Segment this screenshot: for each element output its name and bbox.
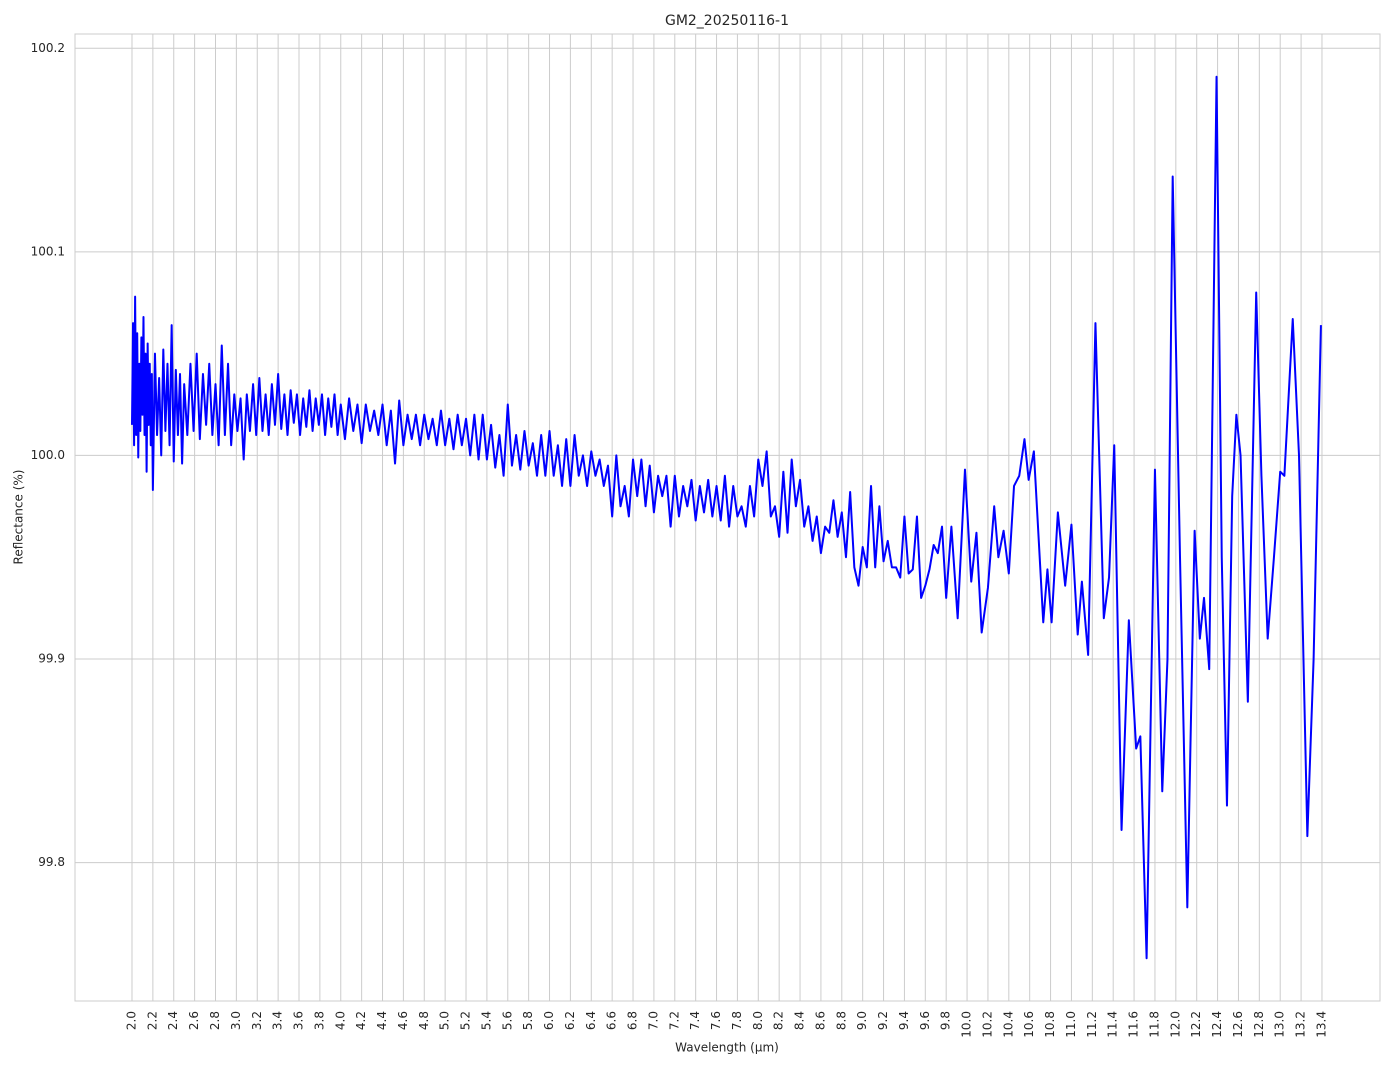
x-tick-label: 12.0 bbox=[1168, 1011, 1182, 1038]
x-tick-label: 2.4 bbox=[166, 1011, 180, 1030]
x-tick-label: 7.4 bbox=[688, 1011, 702, 1030]
x-tick-label: 9.8 bbox=[939, 1011, 953, 1030]
x-tick-label: 11.2 bbox=[1085, 1011, 1099, 1038]
x-tick-label: 7.6 bbox=[709, 1011, 723, 1030]
x-tick-label: 3.6 bbox=[292, 1011, 306, 1030]
x-tick-label: 5.6 bbox=[500, 1011, 514, 1030]
x-tick-label: 5.0 bbox=[438, 1011, 452, 1030]
x-tick-label: 10.2 bbox=[980, 1011, 994, 1038]
y-axis-label: Reflectance (%) bbox=[12, 470, 26, 565]
x-tick-label: 3.0 bbox=[229, 1011, 243, 1030]
x-tick-label: 3.8 bbox=[312, 1011, 326, 1030]
x-tick-label: 6.0 bbox=[542, 1011, 556, 1030]
y-tick-label: 100.0 bbox=[31, 448, 65, 462]
x-tick-label: 4.6 bbox=[396, 1011, 410, 1030]
x-tick-label: 8.8 bbox=[834, 1011, 848, 1030]
x-tick-label: 2.0 bbox=[124, 1011, 138, 1030]
x-tick-label: 13.2 bbox=[1294, 1011, 1308, 1038]
x-tick-label: 13.0 bbox=[1273, 1011, 1287, 1038]
y-tick-label: 100.2 bbox=[31, 41, 65, 55]
x-tick-label: 9.6 bbox=[918, 1011, 932, 1030]
y-tick-label: 99.8 bbox=[38, 855, 65, 869]
x-tick-label: 6.4 bbox=[584, 1011, 598, 1030]
x-tick-label: 6.2 bbox=[563, 1011, 577, 1030]
x-tick-label: 4.4 bbox=[375, 1011, 389, 1030]
x-tick-label: 12.8 bbox=[1252, 1011, 1266, 1038]
x-tick-label: 2.6 bbox=[187, 1011, 201, 1030]
x-tick-label: 8.6 bbox=[813, 1011, 827, 1030]
x-tick-label: 5.2 bbox=[459, 1011, 473, 1030]
x-tick-label: 7.8 bbox=[730, 1011, 744, 1030]
x-tick-label: 3.2 bbox=[250, 1011, 264, 1030]
x-tick-label: 2.2 bbox=[145, 1011, 159, 1030]
x-tick-label: 11.8 bbox=[1147, 1011, 1161, 1038]
x-tick-label: 2.8 bbox=[208, 1011, 222, 1030]
x-tick-label: 4.8 bbox=[417, 1011, 431, 1030]
x-tick-label: 8.4 bbox=[793, 1011, 807, 1030]
x-tick-label: 10.0 bbox=[960, 1011, 974, 1038]
x-tick-label: 5.8 bbox=[521, 1011, 535, 1030]
x-tick-label: 12.4 bbox=[1210, 1011, 1224, 1038]
x-tick-label: 7.2 bbox=[667, 1011, 681, 1030]
x-tick-label: 6.8 bbox=[626, 1011, 640, 1030]
chart-title: GM2_20250116-1 bbox=[665, 13, 789, 29]
x-tick-label: 10.4 bbox=[1001, 1011, 1015, 1038]
x-tick-label: 12.6 bbox=[1231, 1011, 1245, 1038]
x-tick-label: 4.2 bbox=[354, 1011, 368, 1030]
x-axis-label: Wavelength (µm) bbox=[675, 1041, 779, 1055]
x-tick-label: 4.0 bbox=[333, 1011, 347, 1030]
x-tick-label: 12.2 bbox=[1189, 1011, 1203, 1038]
x-tick-label: 6.6 bbox=[605, 1011, 619, 1030]
x-tick-label: 9.2 bbox=[876, 1011, 890, 1030]
y-tick-label: 100.1 bbox=[31, 244, 65, 258]
x-tick-label: 9.4 bbox=[897, 1011, 911, 1030]
x-tick-label: 8.2 bbox=[772, 1011, 786, 1030]
x-tick-label: 5.4 bbox=[479, 1011, 493, 1030]
x-tick-label: 11.6 bbox=[1127, 1011, 1141, 1038]
x-tick-label: 11.0 bbox=[1064, 1011, 1078, 1038]
x-tick-label: 10.6 bbox=[1022, 1011, 1036, 1038]
x-tick-label: 10.8 bbox=[1043, 1011, 1057, 1038]
x-tick-label: 9.0 bbox=[855, 1011, 869, 1030]
x-tick-label: 7.0 bbox=[646, 1011, 660, 1030]
x-tick-label: 11.4 bbox=[1106, 1011, 1120, 1038]
x-tick-label: 13.4 bbox=[1314, 1011, 1328, 1038]
y-tick-label: 99.9 bbox=[38, 651, 65, 665]
x-tick-label: 8.0 bbox=[751, 1011, 765, 1030]
x-tick-label: 3.4 bbox=[271, 1011, 285, 1030]
data-line bbox=[130, 75, 1322, 960]
